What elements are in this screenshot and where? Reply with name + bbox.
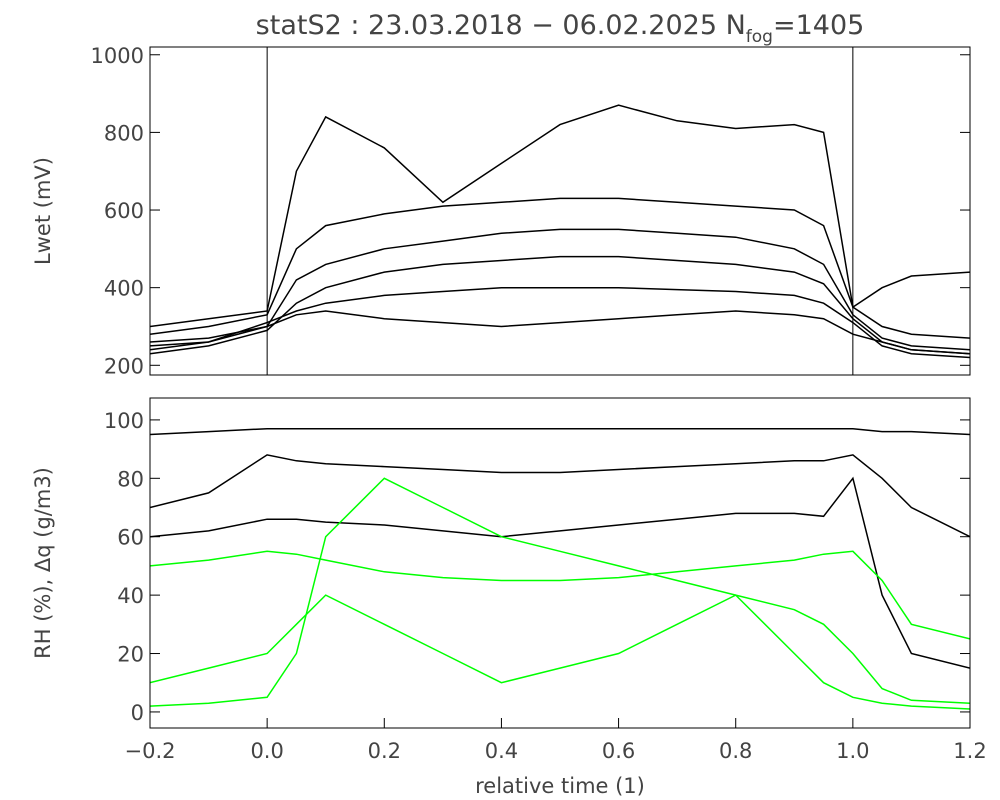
x-axis-label: relative time (1) bbox=[475, 774, 645, 798]
title-suffix: =1405 bbox=[773, 10, 864, 41]
plot-frame bbox=[149, 397, 971, 729]
data-line bbox=[150, 550, 970, 640]
x-tick-label: 0.0 bbox=[250, 739, 283, 763]
y-tick-label: 40 bbox=[117, 584, 144, 608]
title-subscript: fog bbox=[746, 27, 773, 47]
y-axis-label: RH (%), Δq (g/m3) bbox=[31, 467, 55, 659]
y-tick-label: 20 bbox=[117, 643, 144, 667]
data-line bbox=[150, 476, 970, 669]
x-tick-label: 1.2 bbox=[953, 739, 986, 763]
data-line bbox=[150, 594, 970, 710]
x-tick-label: 1.0 bbox=[836, 739, 869, 763]
plot-frame bbox=[149, 46, 971, 376]
y-tick-label: 100 bbox=[104, 409, 144, 433]
data-line bbox=[150, 477, 970, 707]
x-tick-label: −0.2 bbox=[125, 739, 176, 763]
x-tick-label: 0.2 bbox=[368, 739, 401, 763]
data-line bbox=[150, 454, 970, 538]
data-line bbox=[150, 427, 970, 436]
data-line bbox=[150, 228, 970, 351]
y-tick-label: 600 bbox=[104, 199, 144, 223]
y-tick-label: 400 bbox=[104, 277, 144, 301]
y-tick-label: 800 bbox=[104, 121, 144, 145]
y-tick-label: 0 bbox=[131, 701, 144, 725]
data-line bbox=[150, 255, 970, 355]
data-line bbox=[150, 104, 970, 328]
x-tick-label: 0.6 bbox=[602, 739, 635, 763]
data-line bbox=[150, 310, 970, 355]
y-tick-label: 80 bbox=[117, 467, 144, 491]
y-axis-label: Lwet (mV) bbox=[31, 157, 55, 265]
title-main: statS2 : 23.03.2018 − 06.02.2025 N bbox=[256, 10, 746, 41]
data-line bbox=[150, 197, 970, 339]
y-tick-label: 60 bbox=[117, 526, 144, 550]
chart-title: statS2 : 23.03.2018 − 06.02.2025 Nfog=14… bbox=[256, 10, 865, 47]
y-tick-label: 200 bbox=[104, 354, 144, 378]
x-tick-label: 0.4 bbox=[485, 739, 518, 763]
data-line bbox=[150, 286, 970, 359]
y-tick-label: 1000 bbox=[91, 44, 144, 68]
x-tick-label: 0.8 bbox=[719, 739, 752, 763]
